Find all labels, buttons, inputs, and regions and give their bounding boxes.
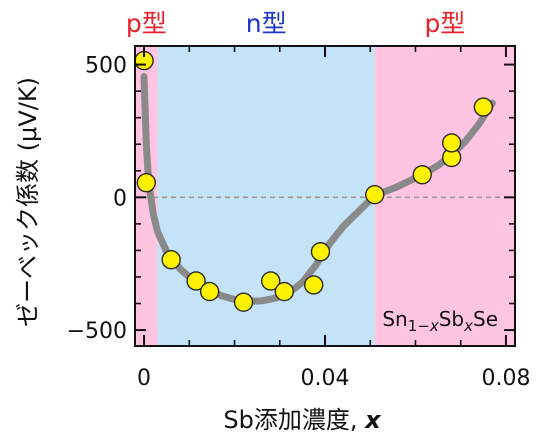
data-point-4 <box>199 281 220 302</box>
data-point-8 <box>303 275 324 295</box>
legend-part-4: x <box>463 317 473 335</box>
region-bg-2 <box>374 46 515 346</box>
data-point-2 <box>161 250 181 270</box>
x-tick-label-0: 0 <box>137 366 151 391</box>
legend-part-5: Se <box>473 307 498 331</box>
y-tick-label-0: −500 <box>67 319 127 344</box>
legend-part-3: Sb <box>439 307 464 331</box>
x-tick-label-1: 0.04 <box>301 366 350 391</box>
legend-part-2: x <box>429 317 439 335</box>
tick-labels: −500 0 500 0 0.04 0.08 <box>67 54 531 391</box>
region-bg-0 <box>135 46 158 346</box>
data-point-1 <box>136 173 157 193</box>
data-point-11 <box>412 165 432 185</box>
region-label-2: p型 <box>424 9 465 38</box>
region-labels: p型 n型 p型 <box>126 9 465 38</box>
data-point-10 <box>365 184 385 205</box>
x-axis-title-text: Sb添加濃度, <box>223 406 365 434</box>
data-point-13 <box>441 133 462 153</box>
data-point-14 <box>473 97 494 117</box>
data-point-5 <box>233 292 254 312</box>
y-tick-label-2: 500 <box>85 54 127 79</box>
tick-marks <box>135 46 515 346</box>
region-backgrounds <box>135 46 515 346</box>
data-points <box>134 50 494 312</box>
data-point-9 <box>310 242 331 262</box>
region-label-0: p型 <box>126 9 167 38</box>
data-point-6 <box>261 271 281 291</box>
y-tick-label-1: 0 <box>113 186 127 211</box>
x-axis-title: Sb添加濃度, x <box>223 406 382 434</box>
data-point-3 <box>186 271 206 291</box>
data-point-7 <box>274 281 294 302</box>
x-tick-label-2: 0.08 <box>481 366 530 391</box>
legend-formula: Sn1−xSbxSe <box>382 307 498 335</box>
x-axis-title-var: x <box>364 406 382 434</box>
legend-part-1: 1− <box>408 317 430 335</box>
legend-part-0: Sn <box>382 307 407 331</box>
y-axis-title: ゼーベック係数 (μV/K) <box>14 77 42 327</box>
region-bg-1 <box>157 46 375 346</box>
region-label-1: n型 <box>246 9 287 38</box>
